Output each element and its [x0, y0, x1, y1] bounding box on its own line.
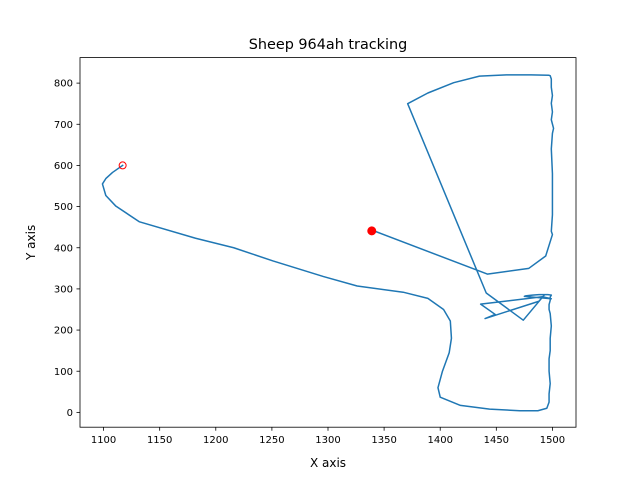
x-tick-label-1150: 1150 — [147, 435, 172, 446]
chart-title: Sheep 964ah tracking — [249, 37, 408, 53]
x-tick-label-1200: 1200 — [203, 435, 228, 446]
x-tick-label-1450: 1450 — [484, 435, 509, 446]
x-tick-label-1250: 1250 — [259, 435, 284, 446]
x-tick-label-1100: 1100 — [91, 435, 116, 446]
y-tick-label-800: 800 — [54, 79, 73, 90]
x-tick-label-1300: 1300 — [315, 435, 340, 446]
y-tick-label-500: 500 — [54, 202, 73, 213]
end-marker — [367, 226, 377, 236]
x-tick-label-1400: 1400 — [427, 435, 452, 446]
x-tick-label-1500: 1500 — [540, 435, 565, 446]
y-tick-label-100: 100 — [54, 367, 73, 378]
y-axis-label: Y axis — [24, 225, 38, 261]
y-tick-label-400: 400 — [54, 243, 73, 254]
track-line-0 — [101, 74, 555, 412]
y-tick-label-300: 300 — [54, 285, 73, 296]
y-tick-label-200: 200 — [54, 326, 73, 337]
plot-area — [80, 57, 576, 428]
y-tick-label-0: 0 — [67, 408, 73, 419]
y-tick-label-700: 700 — [54, 120, 73, 131]
x-axis-label: X axis — [310, 456, 346, 470]
start-marker — [118, 161, 127, 170]
x-tick-label-1350: 1350 — [371, 435, 396, 446]
y-tick-label-600: 600 — [54, 161, 73, 172]
